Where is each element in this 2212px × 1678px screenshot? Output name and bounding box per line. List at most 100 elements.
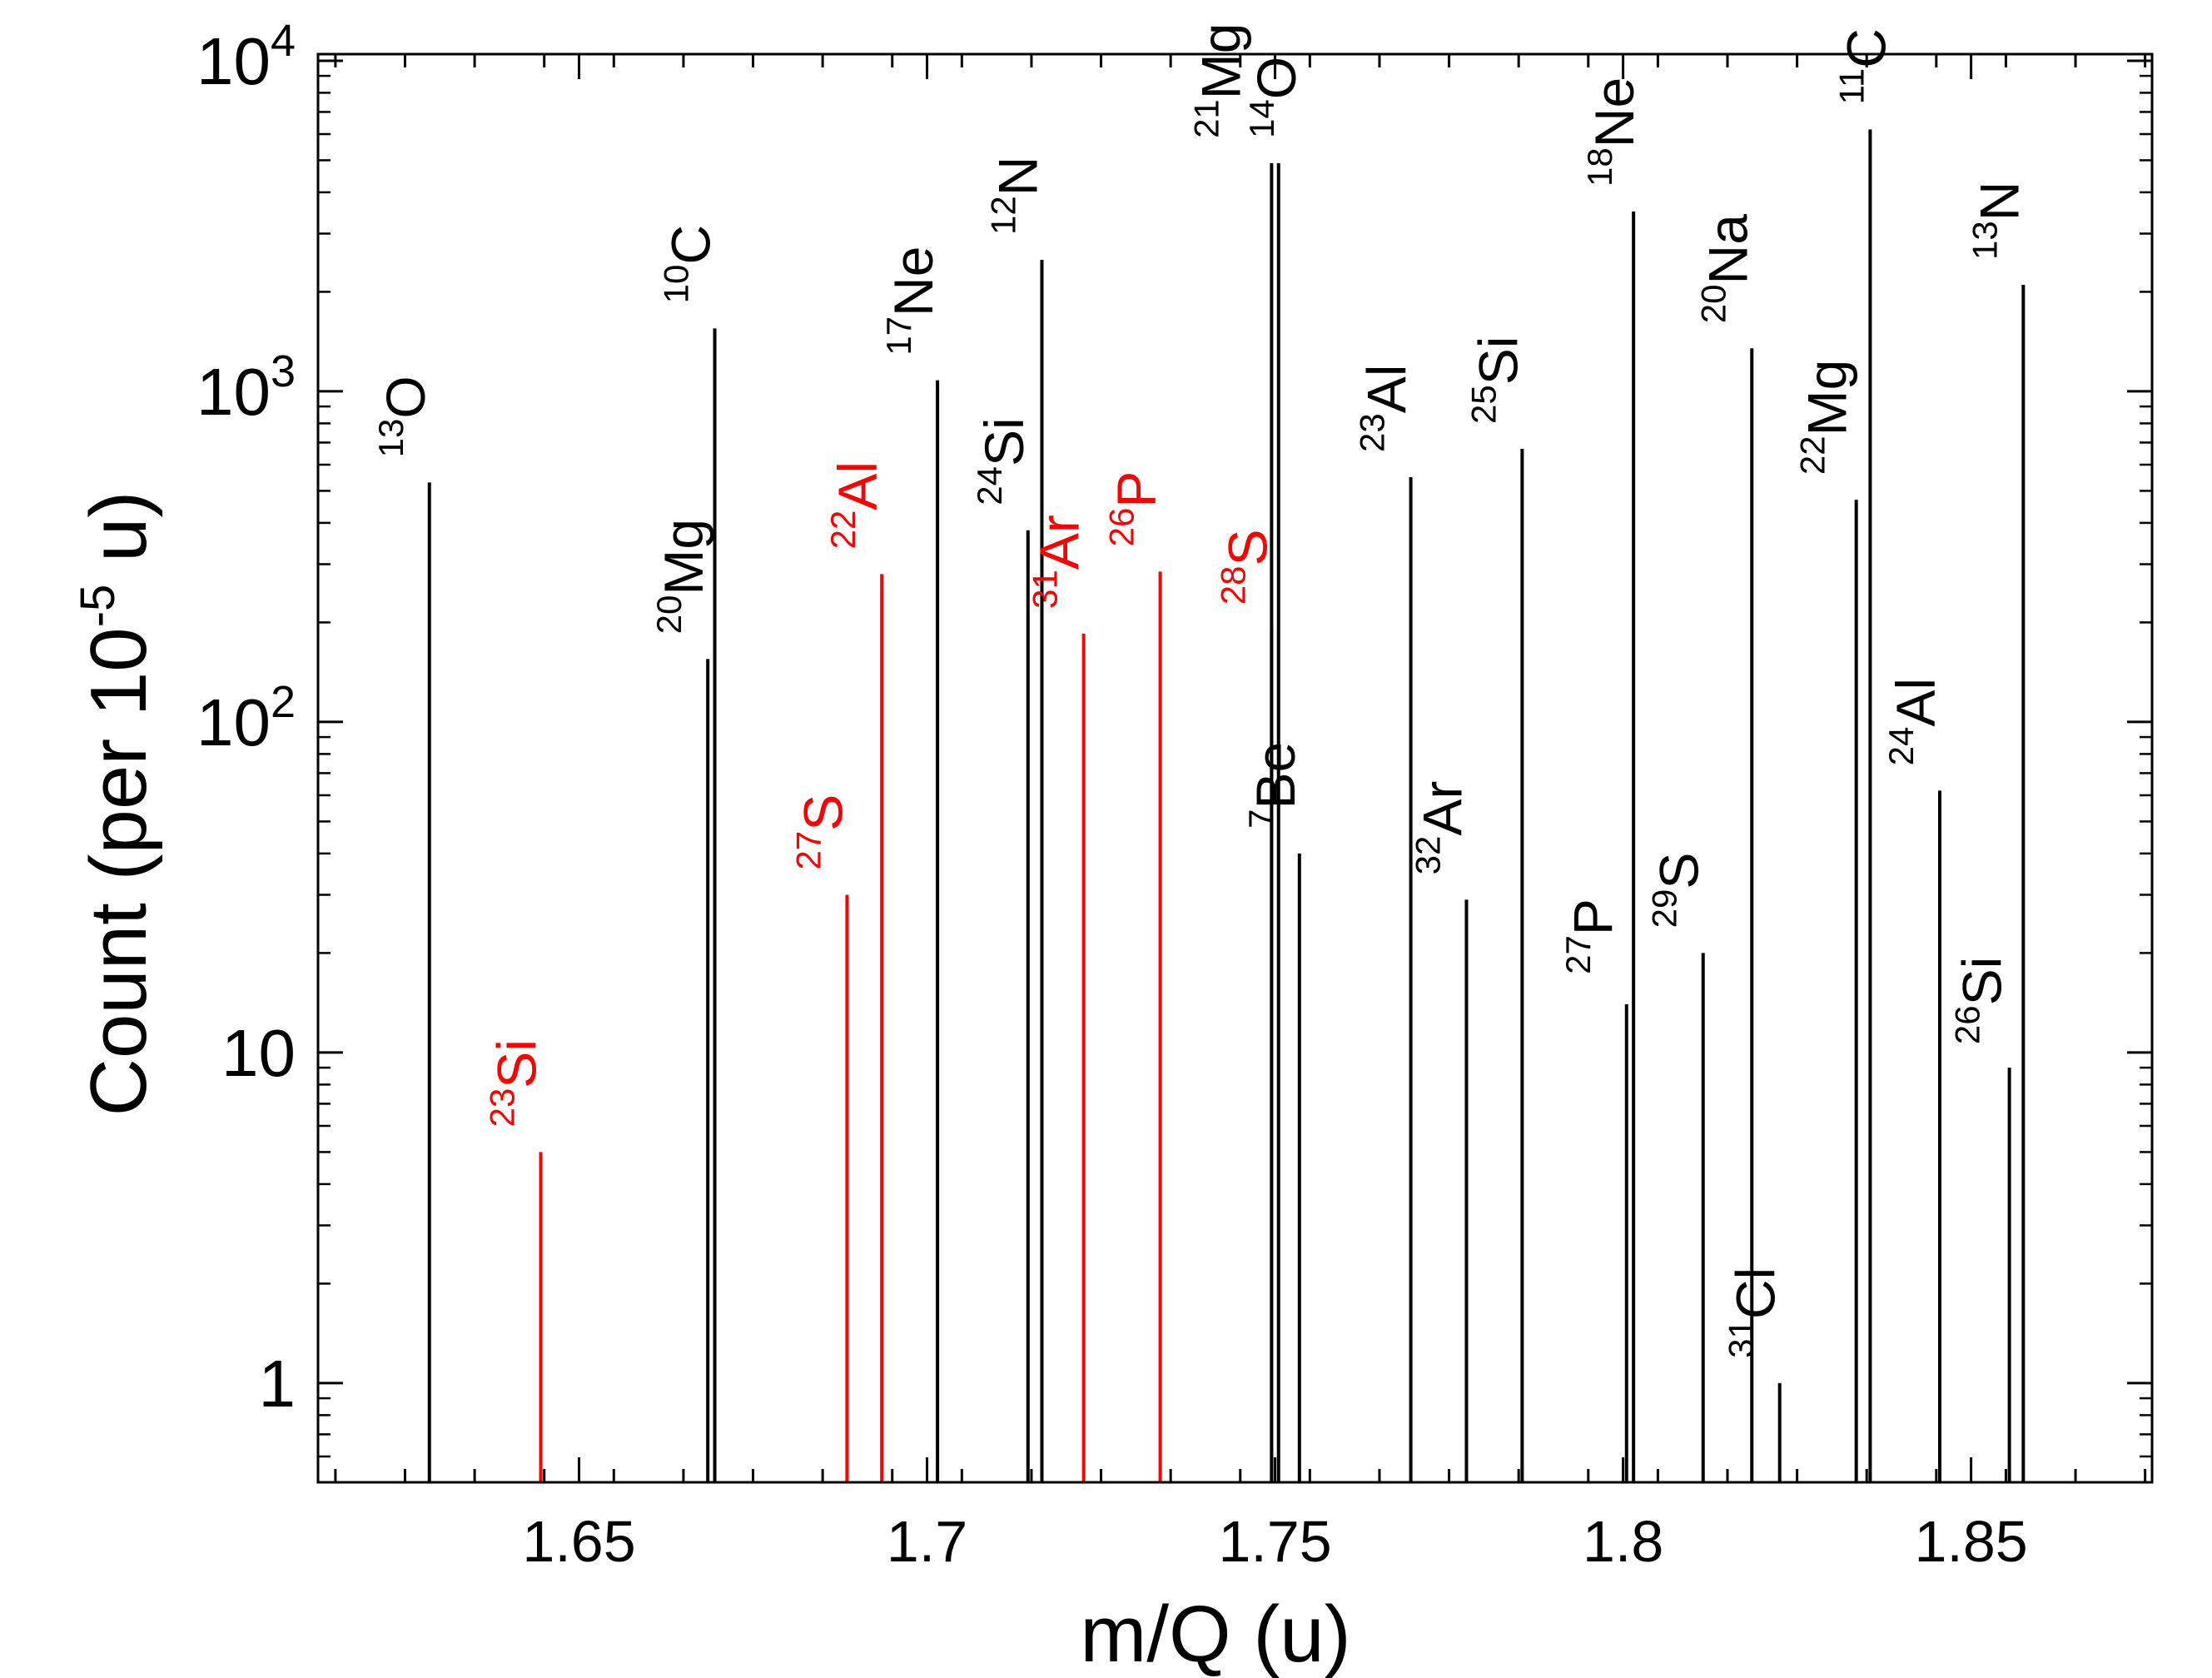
- peak-label: 12N: [983, 157, 1048, 235]
- y-axis-label-tail: u): [74, 491, 163, 585]
- peak-label-mass: 28: [1213, 566, 1252, 605]
- y-axis-label: Count (per 10-5 u): [71, 491, 163, 1117]
- peak-label-mass: 17: [879, 316, 918, 356]
- peak-label: 17Ne: [879, 246, 944, 356]
- peak-label-symbol: Ne: [1583, 77, 1645, 147]
- peak-label-mass: 20: [649, 595, 688, 635]
- peak-label-mass: 10: [657, 265, 696, 304]
- peak-label: 13O: [371, 376, 436, 457]
- peak-label-mass: 26: [1102, 508, 1141, 547]
- peak-label-symbol: Ne: [882, 246, 944, 316]
- peak-label-symbol: Si: [973, 417, 1035, 466]
- peak-label-symbol: N: [987, 157, 1048, 197]
- peak-label-symbol: Mg: [1797, 360, 1858, 436]
- peak-label: 31Cl: [1722, 1267, 1787, 1358]
- peak-label: 32Ar: [1408, 781, 1473, 875]
- y-tick-label-exponent: 2: [271, 677, 296, 727]
- peak-label-symbol: Al: [827, 461, 888, 510]
- peak-label: 13N: [1965, 182, 2030, 260]
- y-tick-label: 104: [196, 16, 296, 98]
- peak-label-symbol: Na: [1697, 214, 1758, 285]
- x-tick-label: 1.7: [887, 1509, 967, 1574]
- x-tick-label: 1.75: [1218, 1509, 1331, 1574]
- peak-label-symbol: S: [1216, 530, 1278, 566]
- x-tick-label: 1.65: [522, 1509, 635, 1574]
- peak-label-symbol: O: [375, 376, 436, 418]
- peak-label-symbol: P: [1106, 471, 1167, 508]
- peak-label-symbol: S: [792, 794, 853, 831]
- peak-label-symbol: Be: [1245, 742, 1306, 809]
- peak-label-mass: 26: [1948, 1005, 1987, 1044]
- y-tick-label-base: 10: [196, 355, 271, 429]
- peak-label-mass: 22: [823, 510, 862, 550]
- y-axis-label-exponent: -5: [71, 585, 125, 628]
- peak-label-mass: 22: [1793, 436, 1832, 475]
- peak-label-mass: 32: [1408, 836, 1447, 875]
- peak-label-mass: 20: [1693, 284, 1732, 323]
- peak-label-symbol: Si: [1467, 336, 1529, 386]
- y-axis-label-main: Count (per 10: [74, 627, 163, 1116]
- peak-label: 23Al: [1353, 365, 1418, 452]
- y-tick-label-exponent: 3: [271, 346, 296, 396]
- peak-label-mass: 31: [1722, 1319, 1761, 1358]
- peak-label-symbol: Si: [1951, 957, 2013, 1006]
- peak-label: 26Si: [1948, 957, 2013, 1044]
- peak-label-symbol: N: [1968, 182, 2030, 222]
- peak-label-mass: 14: [1242, 99, 1281, 138]
- x-tick-label: 1.8: [1583, 1509, 1663, 1574]
- y-tick-label: 103: [196, 346, 296, 429]
- peak-label-mass: 13: [1965, 221, 2004, 260]
- peak-label: 22Al: [823, 461, 888, 549]
- peak-label-mass: 12: [983, 196, 1022, 235]
- peak-label-mass: 31: [1026, 570, 1065, 609]
- peak-label-mass: 23: [483, 1088, 522, 1128]
- peak-label: 26P: [1102, 471, 1167, 547]
- peak-label: 24Si: [970, 417, 1035, 505]
- peak-label-mass: 11: [1832, 68, 1871, 105]
- y-tick-label-exponent: 4: [271, 16, 296, 66]
- peak-label: 14O: [1242, 57, 1307, 138]
- y-tick-label: 1: [259, 1347, 296, 1421]
- peak-label: 22Mg: [1793, 360, 1858, 475]
- peak-label-mass: 27: [788, 831, 828, 870]
- peak-label-symbol: Si: [486, 1039, 548, 1088]
- peak-label-symbol: Al: [1356, 365, 1418, 414]
- peak-label-symbol: C: [660, 225, 722, 265]
- peak-label: 18Ne: [1580, 77, 1645, 187]
- peak-label: 27S: [788, 794, 853, 870]
- peak-label-mass: 29: [1645, 889, 1684, 929]
- peak-label: 24Al: [1881, 678, 1946, 765]
- x-tick-label: 1.85: [1915, 1509, 2028, 1574]
- peak-label-symbol: Mg: [1190, 23, 1251, 100]
- y-tick-label: 10: [221, 1016, 296, 1090]
- x-axis: 1.65 1.7 1.75 1.8 1.85: [334, 54, 2147, 1574]
- x-axis-label: m/Q (u): [1080, 1590, 1350, 1678]
- peak-label-mass: 24: [970, 466, 1009, 505]
- peak-label: 7Be: [1241, 742, 1306, 829]
- peak-label-mass: 21: [1186, 99, 1225, 138]
- peak-label-symbol: Ar: [1029, 515, 1091, 570]
- peak-label-mass: 18: [1580, 147, 1619, 187]
- y-tick-label-base: 1: [259, 1347, 296, 1421]
- peak-label-symbol: S: [1648, 853, 1710, 889]
- peak-label: 23Si: [483, 1039, 548, 1127]
- peak-label: 20Na: [1693, 214, 1758, 323]
- peak-label-mass: 23: [1353, 413, 1392, 452]
- plot-frame: [316, 52, 2154, 1484]
- peak-label-symbol: Al: [1885, 678, 1946, 727]
- peak-label-mass: 13: [371, 419, 410, 458]
- y-tick-label-base: 10: [196, 685, 271, 759]
- y-tick-label-base: 10: [196, 24, 271, 98]
- y-tick-label: 102: [196, 677, 296, 759]
- y-tick-label-base: 10: [221, 1016, 296, 1090]
- peak-label-symbol: P: [1562, 899, 1623, 935]
- peaks-layer: [427, 129, 2026, 1482]
- peak-label-mass: 25: [1464, 385, 1503, 424]
- peak-label-mass: 27: [1558, 935, 1598, 974]
- peak-label-mass: 24: [1881, 727, 1921, 766]
- peak-label: 29S: [1645, 853, 1710, 929]
